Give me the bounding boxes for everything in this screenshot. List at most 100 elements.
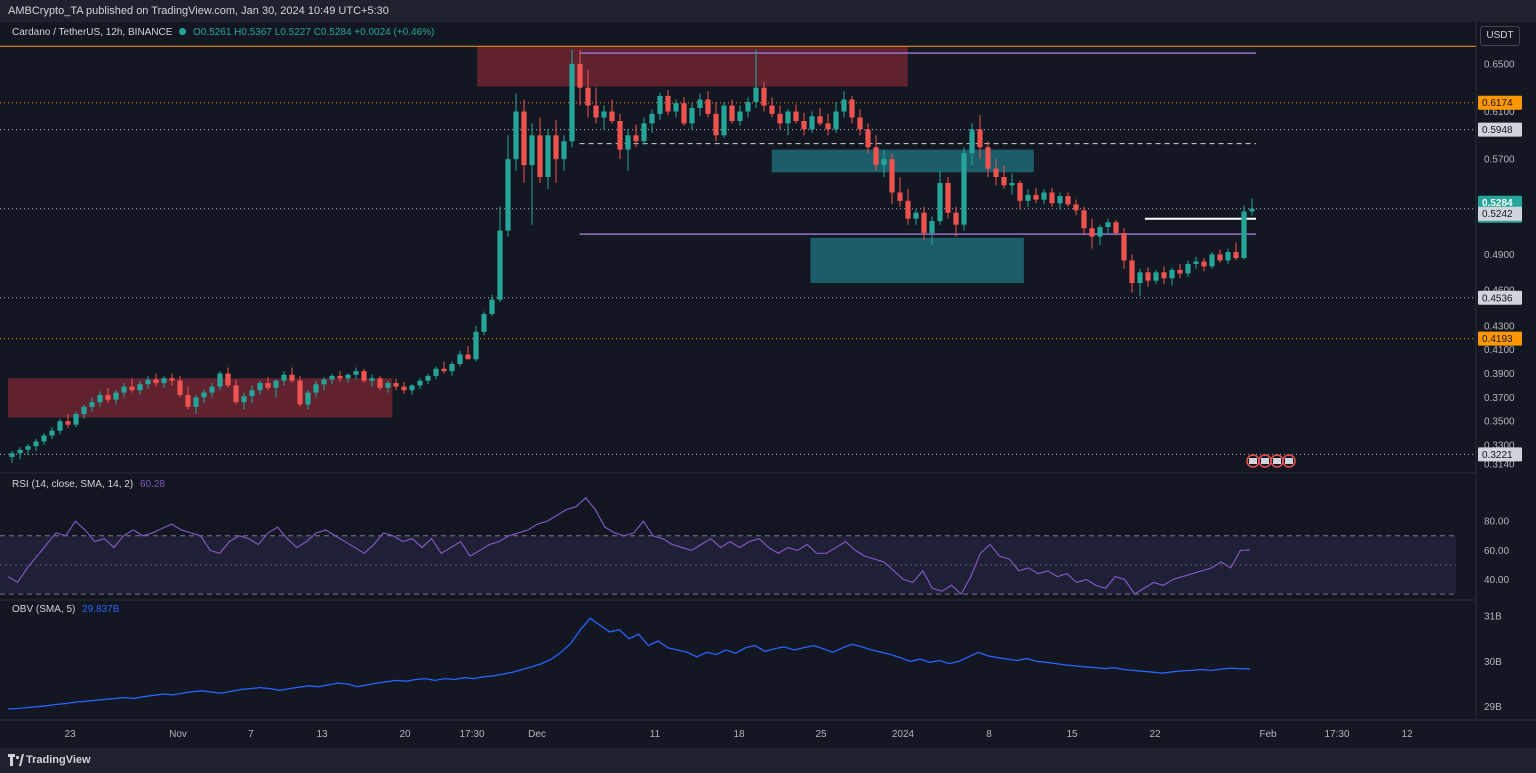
- price-tick-label: 0.3300: [1484, 440, 1515, 451]
- candle-body: [937, 182, 943, 222]
- candle-body: [585, 87, 591, 106]
- candle-body: [793, 111, 799, 122]
- time-tick-label: 12: [1401, 729, 1413, 740]
- candle-body: [1113, 222, 1119, 233]
- candle-body: [337, 375, 343, 379]
- candle-body: [481, 313, 487, 332]
- price-label: 0.3221: [1482, 450, 1513, 461]
- time-tick-label: 15: [1066, 729, 1078, 740]
- zone-zone-red: [8, 378, 393, 418]
- candle-body: [1137, 272, 1143, 284]
- candle-body: [681, 103, 687, 124]
- rsi-tick-label: 80.00: [1484, 517, 1509, 528]
- candle-body: [9, 453, 15, 457]
- price-label: 0.4193: [1482, 334, 1513, 345]
- candle-body: [161, 378, 167, 384]
- price-tick-label: 0.4100: [1484, 345, 1515, 356]
- time-tick-label: 7: [248, 729, 254, 740]
- candle-body: [553, 135, 559, 160]
- candle-body: [505, 159, 511, 231]
- price-chart[interactable]: 0.3140 0.3300 0.3500 0.3700 0.3900 0.4100 0.43…: [0, 0, 1536, 748]
- price-label-bg: [1478, 122, 1522, 137]
- symbol-legend: Cardano / TetherUS, 12h, BINANCE O0.5261…: [12, 27, 434, 38]
- candle-body: [1041, 192, 1047, 200]
- price-tick-label: 0.6500: [1484, 59, 1515, 70]
- candle-body: [593, 105, 599, 118]
- price-tick-label: 0.3140: [1484, 460, 1515, 471]
- candle-body: [929, 221, 935, 233]
- candle-body: [1105, 222, 1111, 228]
- candle-body: [361, 371, 367, 381]
- candle-body: [345, 374, 351, 379]
- candle-body: [1081, 210, 1087, 229]
- candle-body: [1089, 228, 1095, 237]
- footer-bar: TradingView: [0, 748, 1536, 773]
- candle-body: [729, 105, 735, 122]
- rsi-legend: RSI (14, close, SMA, 14, 2) 60.28: [12, 479, 165, 490]
- candle-body: [577, 63, 583, 88]
- publisher-bar: AMBCrypto_TA published on TradingView.co…: [0, 0, 1536, 22]
- candle-body: [145, 379, 151, 385]
- candle-body: [761, 87, 767, 106]
- time-tick-label: Dec: [528, 729, 546, 740]
- candle-body: [689, 107, 695, 124]
- candle-body: [569, 63, 575, 142]
- price-tick-label: 0.3500: [1484, 417, 1515, 428]
- candle-body: [513, 111, 519, 160]
- price-axis-bg: [1476, 22, 1536, 748]
- candle-body: [697, 99, 703, 108]
- price-label: 0.5242: [1482, 209, 1513, 220]
- price-label: 0.5948: [1482, 125, 1513, 136]
- rsi-line: [7, 497, 1251, 596]
- candle-body: [673, 103, 679, 112]
- candle-body: [1121, 232, 1127, 261]
- candle-body: [1153, 272, 1159, 281]
- candle-body: [49, 430, 55, 436]
- candle-body: [641, 123, 647, 142]
- event-flag-icon: [1273, 458, 1281, 464]
- candle-body: [905, 200, 911, 219]
- candle-body: [833, 111, 839, 130]
- candle-body: [209, 386, 215, 393]
- obv-tick-label: 29B: [1484, 702, 1502, 713]
- candle-body: [1017, 182, 1023, 201]
- candle-body: [1225, 252, 1231, 261]
- candle-body: [257, 383, 263, 391]
- currency-button[interactable]: USDT: [1480, 26, 1520, 46]
- rsi-tick-label: 60.00: [1484, 546, 1509, 557]
- price-label-bg: [1478, 290, 1522, 305]
- candle-body: [97, 394, 103, 403]
- candle-body: [601, 111, 607, 118]
- candle-body: [945, 182, 951, 213]
- price-label: 0.4536: [1482, 293, 1513, 304]
- candle-body: [1169, 269, 1175, 279]
- candle-body: [737, 111, 743, 122]
- candle-body: [777, 113, 783, 124]
- price-label: 0.5284: [1482, 198, 1513, 209]
- candle-body: [1185, 263, 1191, 274]
- candle-body: [169, 378, 175, 381]
- price-tick-label: 0.3900: [1484, 369, 1515, 380]
- candle-body: [313, 384, 319, 393]
- obv-tick-label: 30B: [1484, 657, 1502, 668]
- candle-body: [521, 111, 527, 166]
- rsi-tick-label: 40.00: [1484, 575, 1509, 586]
- candle-body: [497, 230, 503, 300]
- candle-body: [17, 449, 23, 454]
- candle-body: [433, 368, 439, 376]
- candle-body: [713, 113, 719, 136]
- price-tick-label: 0.4900: [1484, 250, 1515, 261]
- candle-body: [873, 147, 879, 166]
- candle-body: [849, 99, 855, 118]
- candle-body: [809, 116, 815, 130]
- candle-body: [193, 397, 199, 407]
- candle-body: [353, 371, 359, 375]
- candle-body: [417, 380, 423, 386]
- candle-body: [545, 135, 551, 178]
- candle-body: [881, 159, 887, 166]
- candle-body: [41, 435, 47, 442]
- candle-body: [1209, 254, 1215, 267]
- candle-body: [297, 380, 303, 405]
- price-tick-label: 0.4300: [1484, 321, 1515, 332]
- open-value: O0.5261: [193, 27, 232, 38]
